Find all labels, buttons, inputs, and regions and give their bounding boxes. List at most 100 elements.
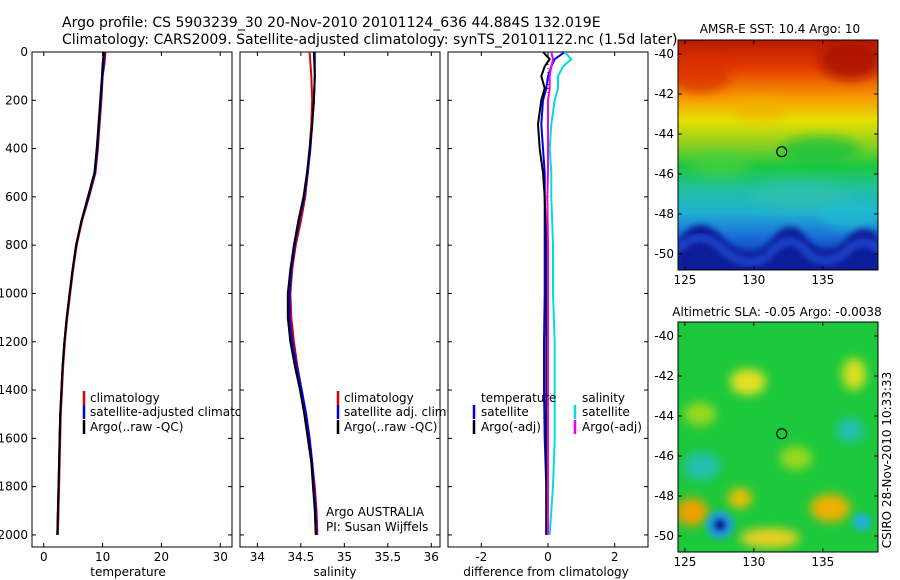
sst-map-panel: AMSR-E SST: 10.4 Argo: 10 125 130 135 -40 -4… [654,22,879,287]
depth-tick-label: 1800 [0,480,28,494]
latitude-tick-label: -40 [654,329,674,343]
depth-tick-label: 1200 [0,335,28,349]
depth-tick-label: 0 [20,45,28,59]
latitude-tick-label: -46 [654,167,674,181]
legend-label-sal-satellite: satellite [582,405,630,419]
credit-timestamp: CSIRO 28-Nov-2010 10:33:33 [880,372,894,548]
legend-label-argo: Argo(..raw -QC) [344,420,437,434]
latitude-tick-label: -50 [654,529,674,543]
legend-title-temperature: temperature [481,391,556,405]
legend-label-temp-argo: Argo(-adj) [481,420,541,434]
depth-tick-label: 200 [5,93,28,107]
latitude-tick-label: -48 [654,207,674,221]
x-tick-label: 2 [611,550,619,564]
salinity-left-ticks [240,51,440,536]
salinity-axis-label: salinity [313,565,356,579]
temperature-axis-label: temperature [90,565,165,579]
latitude-tick-label: -44 [654,409,674,423]
sla-map-ticks: 125 130 135 -40 -42 -44 -46 -48 -50 [654,322,878,569]
sst-texture [678,40,878,230]
sla-texture [678,358,866,548]
temperature-axis-ticks: 0 10 20 30 [40,52,228,564]
depth-tick-label: 2000 [0,528,28,542]
depth-axis-ticks: 0 200 400 600 800 1000 1200 1400 1600 1800 2000 [0,45,232,542]
depth-tick-label: 800 [5,238,28,252]
x-tick-label: 0 [544,550,552,564]
salinity-axes-frame [239,51,441,548]
legend-label-climatology: climatology [344,391,414,405]
sla-map-title: Altimetric SLA: -0.05 Argo: -0.0038 [672,305,881,319]
longitude-tick-label: 130 [742,555,765,569]
latitude-tick-label: -50 [654,247,674,261]
x-tick-label: 35 [337,550,352,564]
argo-float-location-marker [776,146,788,158]
depth-tick-label: 1400 [0,383,28,397]
longitude-tick-label: 135 [811,273,834,287]
latitude-tick-label: -44 [654,127,674,141]
legend-title-salinity: salinity [582,391,625,405]
x-tick-label: 36 [424,550,439,564]
latitude-tick-label: -48 [654,489,674,503]
longitude-tick-label: 135 [811,555,834,569]
legend-label-climatology: climatology [90,391,160,405]
legend-label-satellite-adjusted: satellite-adjusted climatology [90,405,268,419]
legend-label-temp-satellite: satellite [481,405,529,419]
series-line-salinity-argo-adj [546,52,554,535]
difference-profile-lines [537,52,573,535]
sla-low-eddy [706,511,871,539]
series-line-argo-raw-qc [286,52,317,535]
series-line-salinity-satellite [548,52,573,535]
principal-investigator-annotation: PI: Susan Wijffels [326,520,428,534]
sst-map-ticks: 125 130 135 -40 -42 -44 -46 -48 -50 [654,40,878,287]
x-tick-label: 34.5 [288,550,315,564]
latitude-tick-label: -42 [654,369,674,383]
depth-tick-label: 1000 [0,286,28,300]
legend-label-satellite-adj: satellite adj. clim. [344,405,450,419]
difference-axis-ticks: -2 0 2 [475,52,618,564]
legend-label-sal-argo: Argo(-adj) [582,420,642,434]
difference-left-ticks [448,51,648,536]
legend-label-argo: Argo(..raw -QC) [90,420,183,434]
longitude-tick-label: 125 [673,273,696,287]
temperature-legend: climatology satellite-adjusted climatolo… [82,391,268,434]
x-tick-label: 0 [40,550,48,564]
depth-tick-label: 600 [5,190,28,204]
latitude-tick-label: -40 [654,47,674,61]
longitude-tick-label: 125 [673,555,696,569]
sst-map-frame [677,39,879,271]
series-line-argo-raw-qc [56,52,105,535]
figure-title-line-2: Climatology: CARS2009. Satellite-adjuste… [62,32,677,48]
figure-title-line-1: Argo profile: CS 5903239_30 20-Nov-2010 … [62,15,601,31]
depth-tick-label: 400 [5,142,28,156]
x-tick-label: 34 [250,550,265,564]
temperature-axes-frame [31,51,233,548]
argo-program-annotation: Argo AUSTRALIA [326,505,425,519]
sst-heatmap [678,40,878,270]
sst-map-title: AMSR-E SST: 10.4 Argo: 10 [700,22,860,36]
sst-front [678,234,878,266]
difference-axis-label: difference from climatology [463,565,629,579]
difference-panel: -2 0 2 difference from climatology tempera… [447,51,649,579]
sla-heatmap [678,322,878,552]
x-tick-label: 35.5 [374,550,401,564]
salinity-axis-ticks: 34 34.5 35 35.5 36 [250,52,439,564]
longitude-tick-label: 130 [742,273,765,287]
latitude-tick-label: -42 [654,87,674,101]
temperature-profile-lines [56,52,107,535]
depth-tick-label: 1600 [0,431,28,445]
x-tick-label: 10 [95,550,110,564]
salinity-profile-lines [286,52,319,535]
sla-map-frame [677,321,879,553]
series-line-temperature-argo-adj [537,52,551,535]
x-tick-label: -2 [475,550,487,564]
argo-float-location-marker [776,428,788,440]
salinity-panel: 34 34.5 35 35.5 36 salinity climatology sate… [239,51,450,579]
x-tick-label: 30 [213,550,228,564]
salinity-legend: climatology satellite adj. clim. Argo(..… [336,391,450,434]
temperature-panel: 0 200 400 600 800 1000 1200 1400 1600 1800 2000 0 1… [0,45,268,579]
difference-legend: temperature satellite Argo(-adj) salinit… [472,391,642,434]
latitude-tick-label: -46 [654,449,674,463]
x-tick-label: 20 [154,550,169,564]
sla-map-panel: Altimetric SLA: -0.05 Argo: -0.0038 [654,305,881,569]
